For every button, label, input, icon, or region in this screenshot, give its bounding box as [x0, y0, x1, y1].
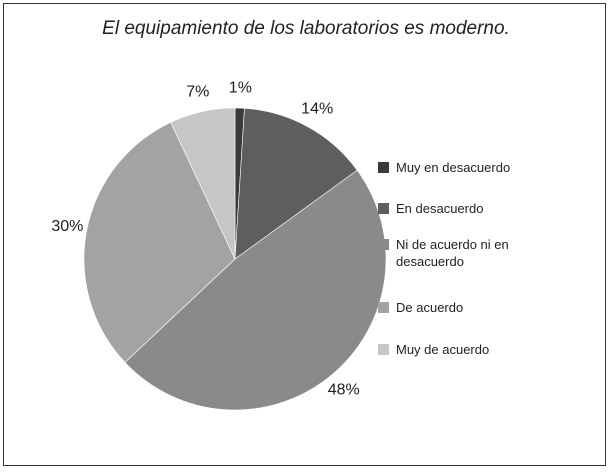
data-label: 48% — [328, 382, 360, 399]
legend-label: Ni de acuerdo ni en desacuerdo — [396, 237, 509, 269]
legend-label: Muy en desacuerdo — [396, 160, 511, 175]
legend-swatch — [378, 203, 389, 214]
data-label: 7% — [186, 84, 209, 101]
pie-slice — [83, 121, 236, 363]
data-label: 30% — [51, 218, 83, 235]
frame — [3, 3, 606, 466]
pie-slice — [234, 107, 358, 260]
data-label: 14% — [301, 101, 333, 118]
legend-swatch — [378, 302, 389, 313]
legend-label: Muy de acuerdo — [396, 342, 490, 357]
data-label: 1% — [229, 80, 252, 97]
legend-label: En desacuerdo — [396, 201, 484, 216]
legend-swatch — [378, 162, 389, 173]
legend-swatch — [378, 344, 389, 355]
pie-slice — [170, 107, 236, 260]
chart-title: El equipamiento de los laboratorios es m… — [102, 18, 510, 39]
pie-slice — [124, 169, 387, 411]
legend-swatch — [378, 239, 389, 250]
legend-label: De acuerdo — [396, 300, 464, 315]
